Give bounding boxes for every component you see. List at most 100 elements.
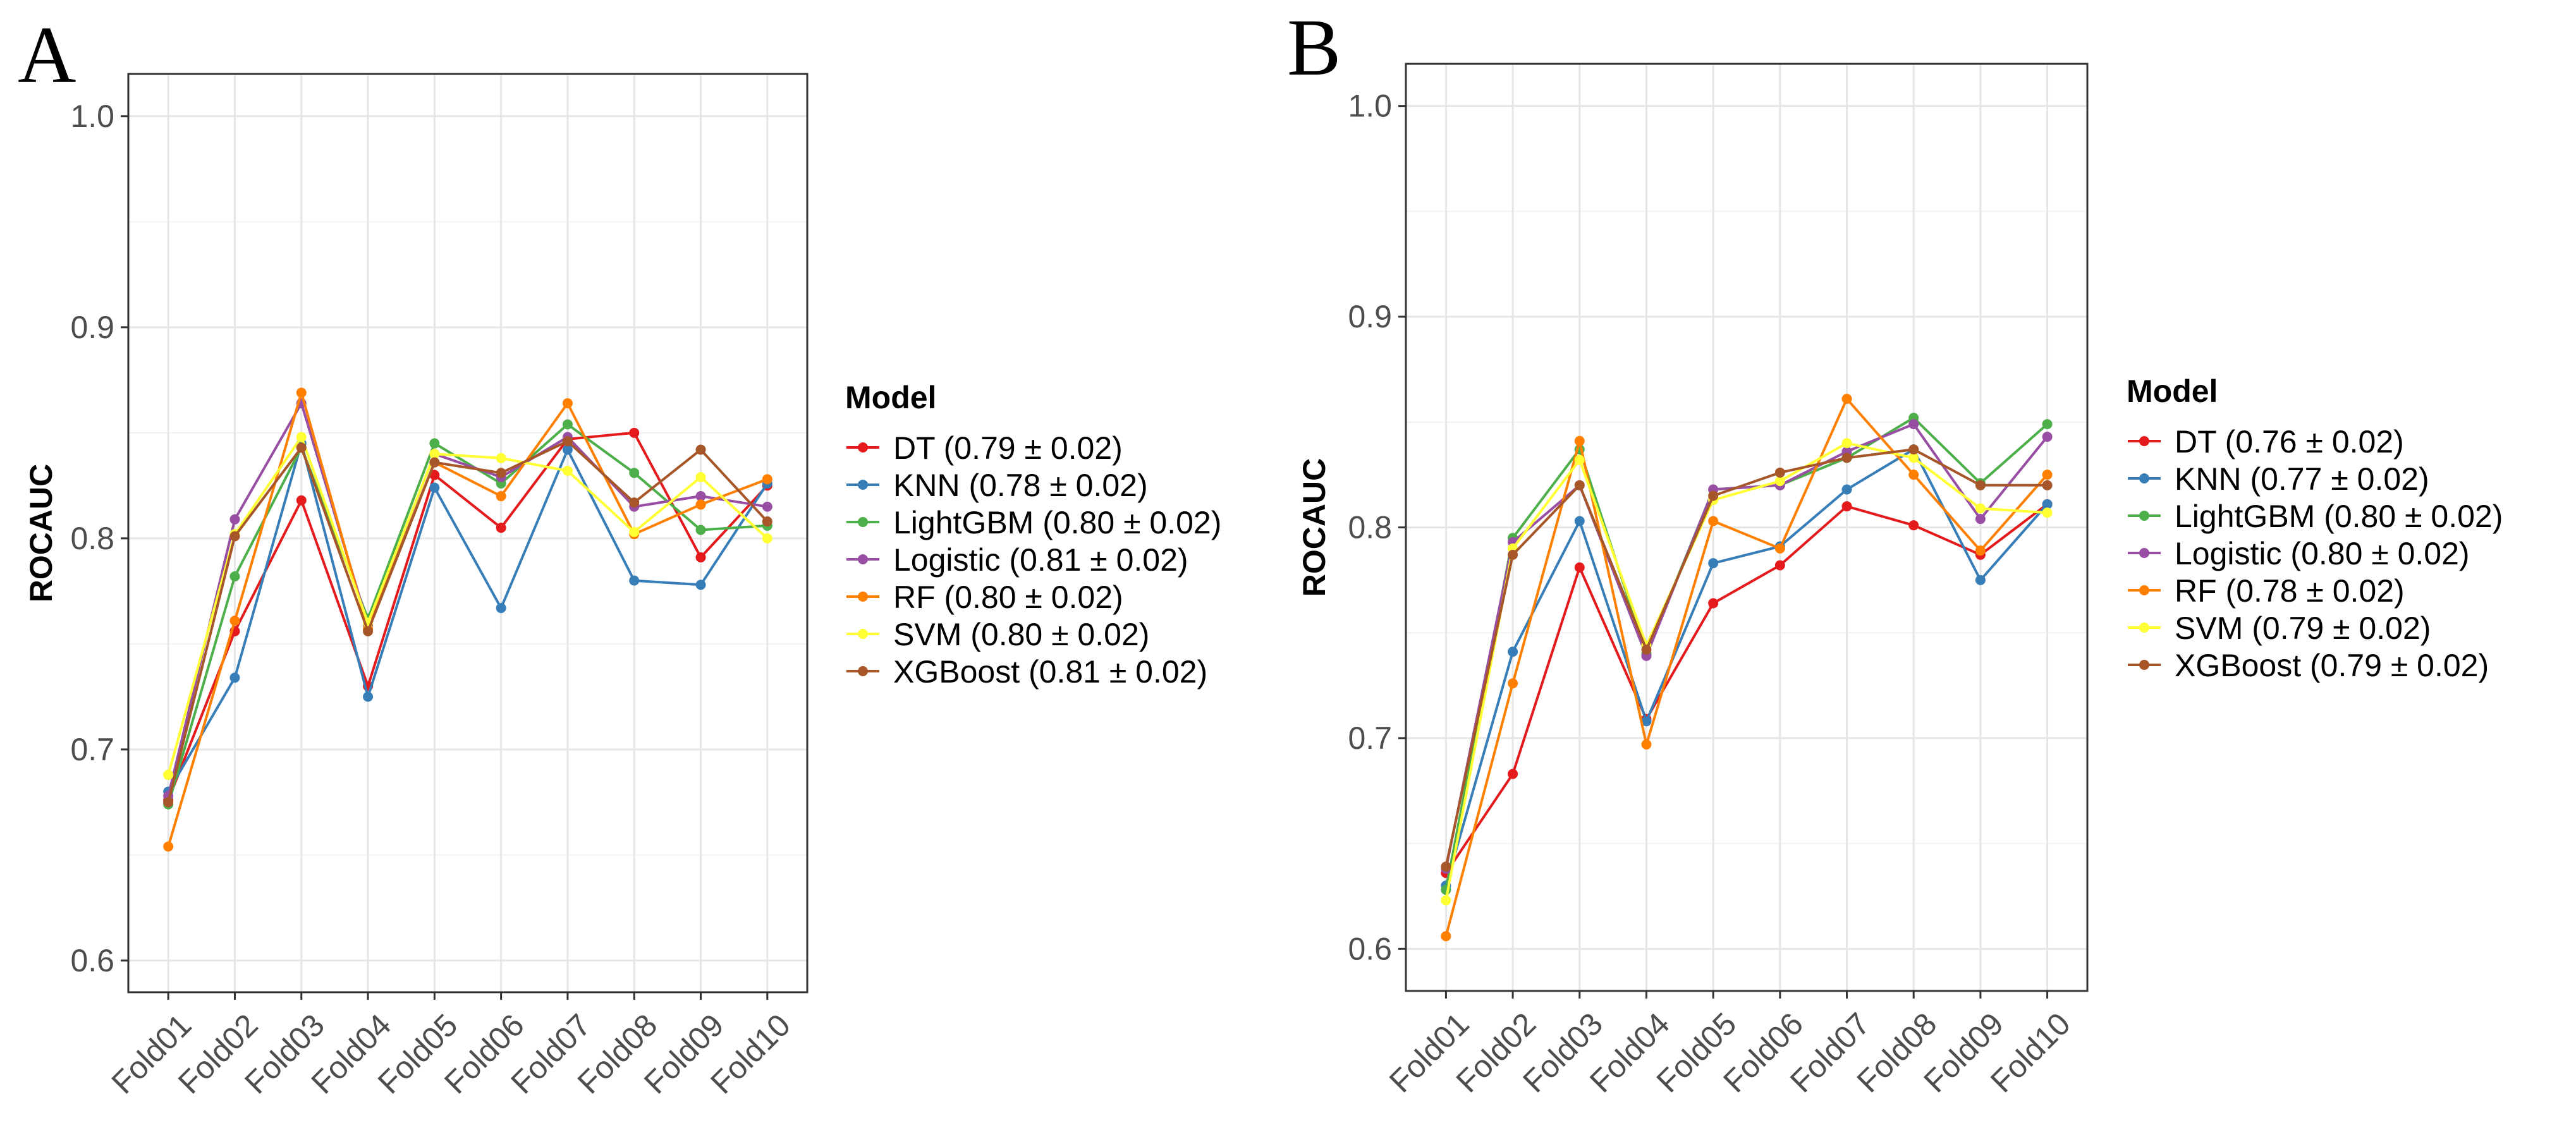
y-tick-label: 0.6 bbox=[70, 943, 114, 978]
data-point bbox=[762, 501, 772, 512]
data-point bbox=[1975, 503, 1986, 514]
data-point bbox=[2042, 432, 2053, 442]
series-line-xgboost bbox=[1444, 448, 2048, 867]
data-point bbox=[496, 491, 506, 502]
data-point bbox=[1774, 476, 1785, 487]
data-point bbox=[1641, 739, 1652, 750]
data-point bbox=[496, 453, 506, 463]
data-point bbox=[163, 797, 174, 808]
data-point bbox=[1708, 490, 1719, 501]
legend-label: SVM (0.79 ± 0.02) bbox=[2175, 611, 2431, 646]
series-rf bbox=[1441, 394, 2053, 942]
data-point bbox=[1975, 480, 1986, 490]
legend-label: LightGBM (0.80 ± 0.02) bbox=[893, 505, 1221, 540]
data-point bbox=[429, 449, 440, 459]
series-line-rf bbox=[167, 391, 768, 848]
y-tick-label: 0.6 bbox=[1348, 931, 1392, 966]
data-point bbox=[1908, 520, 1919, 531]
data-point bbox=[1441, 861, 1451, 872]
y-axis-title: ROCAUC bbox=[23, 464, 59, 602]
series-line-dt bbox=[167, 431, 769, 801]
legend-item-rf: RF (0.78 ± 0.02) bbox=[2128, 573, 2405, 609]
data-point bbox=[1774, 543, 1785, 554]
data-point bbox=[1441, 931, 1451, 942]
legend-key-point bbox=[858, 666, 868, 676]
y-tick-label: 1.0 bbox=[70, 99, 114, 134]
data-point bbox=[695, 525, 706, 535]
series-xgboost bbox=[163, 436, 772, 808]
data-point bbox=[429, 457, 440, 468]
data-point bbox=[1574, 480, 1585, 490]
panel-letter: B bbox=[1287, 3, 1341, 92]
data-point bbox=[695, 444, 706, 455]
legend-title: Model bbox=[2127, 374, 2218, 409]
data-point bbox=[1508, 549, 1518, 560]
legend-key-point bbox=[2139, 511, 2149, 521]
legend: Model DT (0.79 ± 0.02)KNN (0.78 ± 0.02)Li… bbox=[845, 380, 1221, 690]
data-point bbox=[562, 436, 573, 447]
data-point bbox=[629, 468, 640, 478]
data-point bbox=[762, 474, 772, 485]
series-line-logistic bbox=[1444, 423, 2049, 870]
data-point bbox=[1841, 501, 1852, 512]
legend-label: XGBoost (0.79 ± 0.02) bbox=[2175, 648, 2489, 683]
legend-key-point bbox=[2139, 585, 2149, 595]
data-point bbox=[562, 444, 573, 455]
series-line-svm bbox=[167, 435, 769, 775]
panel-border bbox=[127, 73, 809, 993]
y-tick-label: 0.9 bbox=[1348, 299, 1392, 334]
legend-key-point bbox=[858, 629, 868, 639]
series-line-logistic bbox=[167, 402, 768, 796]
data-point bbox=[229, 571, 240, 581]
data-point bbox=[1641, 716, 1652, 727]
legend: Model DT (0.76 ± 0.02)KNN (0.77 ± 0.02)Li… bbox=[2127, 374, 2503, 683]
data-point bbox=[629, 427, 640, 438]
panel-letter: A bbox=[18, 10, 76, 100]
legend-key-point bbox=[2139, 548, 2149, 558]
legend-label: KNN (0.77 ± 0.02) bbox=[2175, 461, 2429, 497]
data-point bbox=[562, 419, 573, 430]
series-line-knn bbox=[1444, 448, 2049, 886]
data-point bbox=[1574, 516, 1585, 526]
data-point bbox=[1508, 647, 1518, 657]
legend-item-knn: KNN (0.78 ± 0.02) bbox=[846, 468, 1148, 503]
series-line-knn bbox=[167, 442, 769, 793]
legend-label: XGBoost (0.81 ± 0.02) bbox=[893, 654, 1207, 690]
y-tick-label: 0.8 bbox=[1348, 510, 1392, 545]
data-point bbox=[163, 841, 174, 852]
legend-item-svm: SVM (0.79 ± 0.02) bbox=[2128, 611, 2431, 646]
y-tick-label: 0.8 bbox=[70, 521, 114, 556]
legend-label: RF (0.78 ± 0.02) bbox=[2175, 573, 2405, 609]
data-point bbox=[1574, 435, 1585, 446]
data-point bbox=[1908, 444, 1919, 455]
data-point bbox=[429, 438, 440, 449]
y-tick-label: 0.9 bbox=[70, 310, 114, 345]
data-point bbox=[1908, 453, 1919, 463]
data-point bbox=[695, 491, 706, 502]
data-point bbox=[1841, 438, 1852, 449]
data-point bbox=[229, 514, 240, 525]
y-axis-title: ROCAUC bbox=[1297, 458, 1332, 597]
data-point bbox=[695, 552, 706, 562]
data-point bbox=[1975, 574, 1986, 585]
legend-key-point bbox=[858, 554, 868, 564]
data-point bbox=[229, 672, 240, 683]
data-point bbox=[229, 531, 240, 542]
data-point bbox=[1841, 484, 1852, 495]
legend-item-xgboost: XGBoost (0.81 ± 0.02) bbox=[846, 654, 1207, 690]
legend-item-dt: DT (0.79 ± 0.02) bbox=[846, 430, 1123, 466]
data-point bbox=[496, 603, 506, 614]
data-point bbox=[695, 499, 706, 510]
series-line-xgboost bbox=[167, 440, 769, 803]
data-point bbox=[229, 616, 240, 626]
data-point bbox=[1641, 644, 1652, 655]
data-point bbox=[762, 533, 772, 544]
legend-label: DT (0.79 ± 0.02) bbox=[893, 430, 1123, 466]
legend-key-point bbox=[2139, 660, 2149, 670]
y-tick-label: 0.7 bbox=[1348, 720, 1392, 756]
legend-item-logistic: Logistic (0.81 ± 0.02) bbox=[846, 542, 1188, 578]
data-point bbox=[562, 398, 573, 409]
legend-item-dt: DT (0.76 ± 0.02) bbox=[2128, 424, 2404, 459]
legend-key-point bbox=[858, 592, 868, 602]
data-point bbox=[629, 497, 640, 508]
